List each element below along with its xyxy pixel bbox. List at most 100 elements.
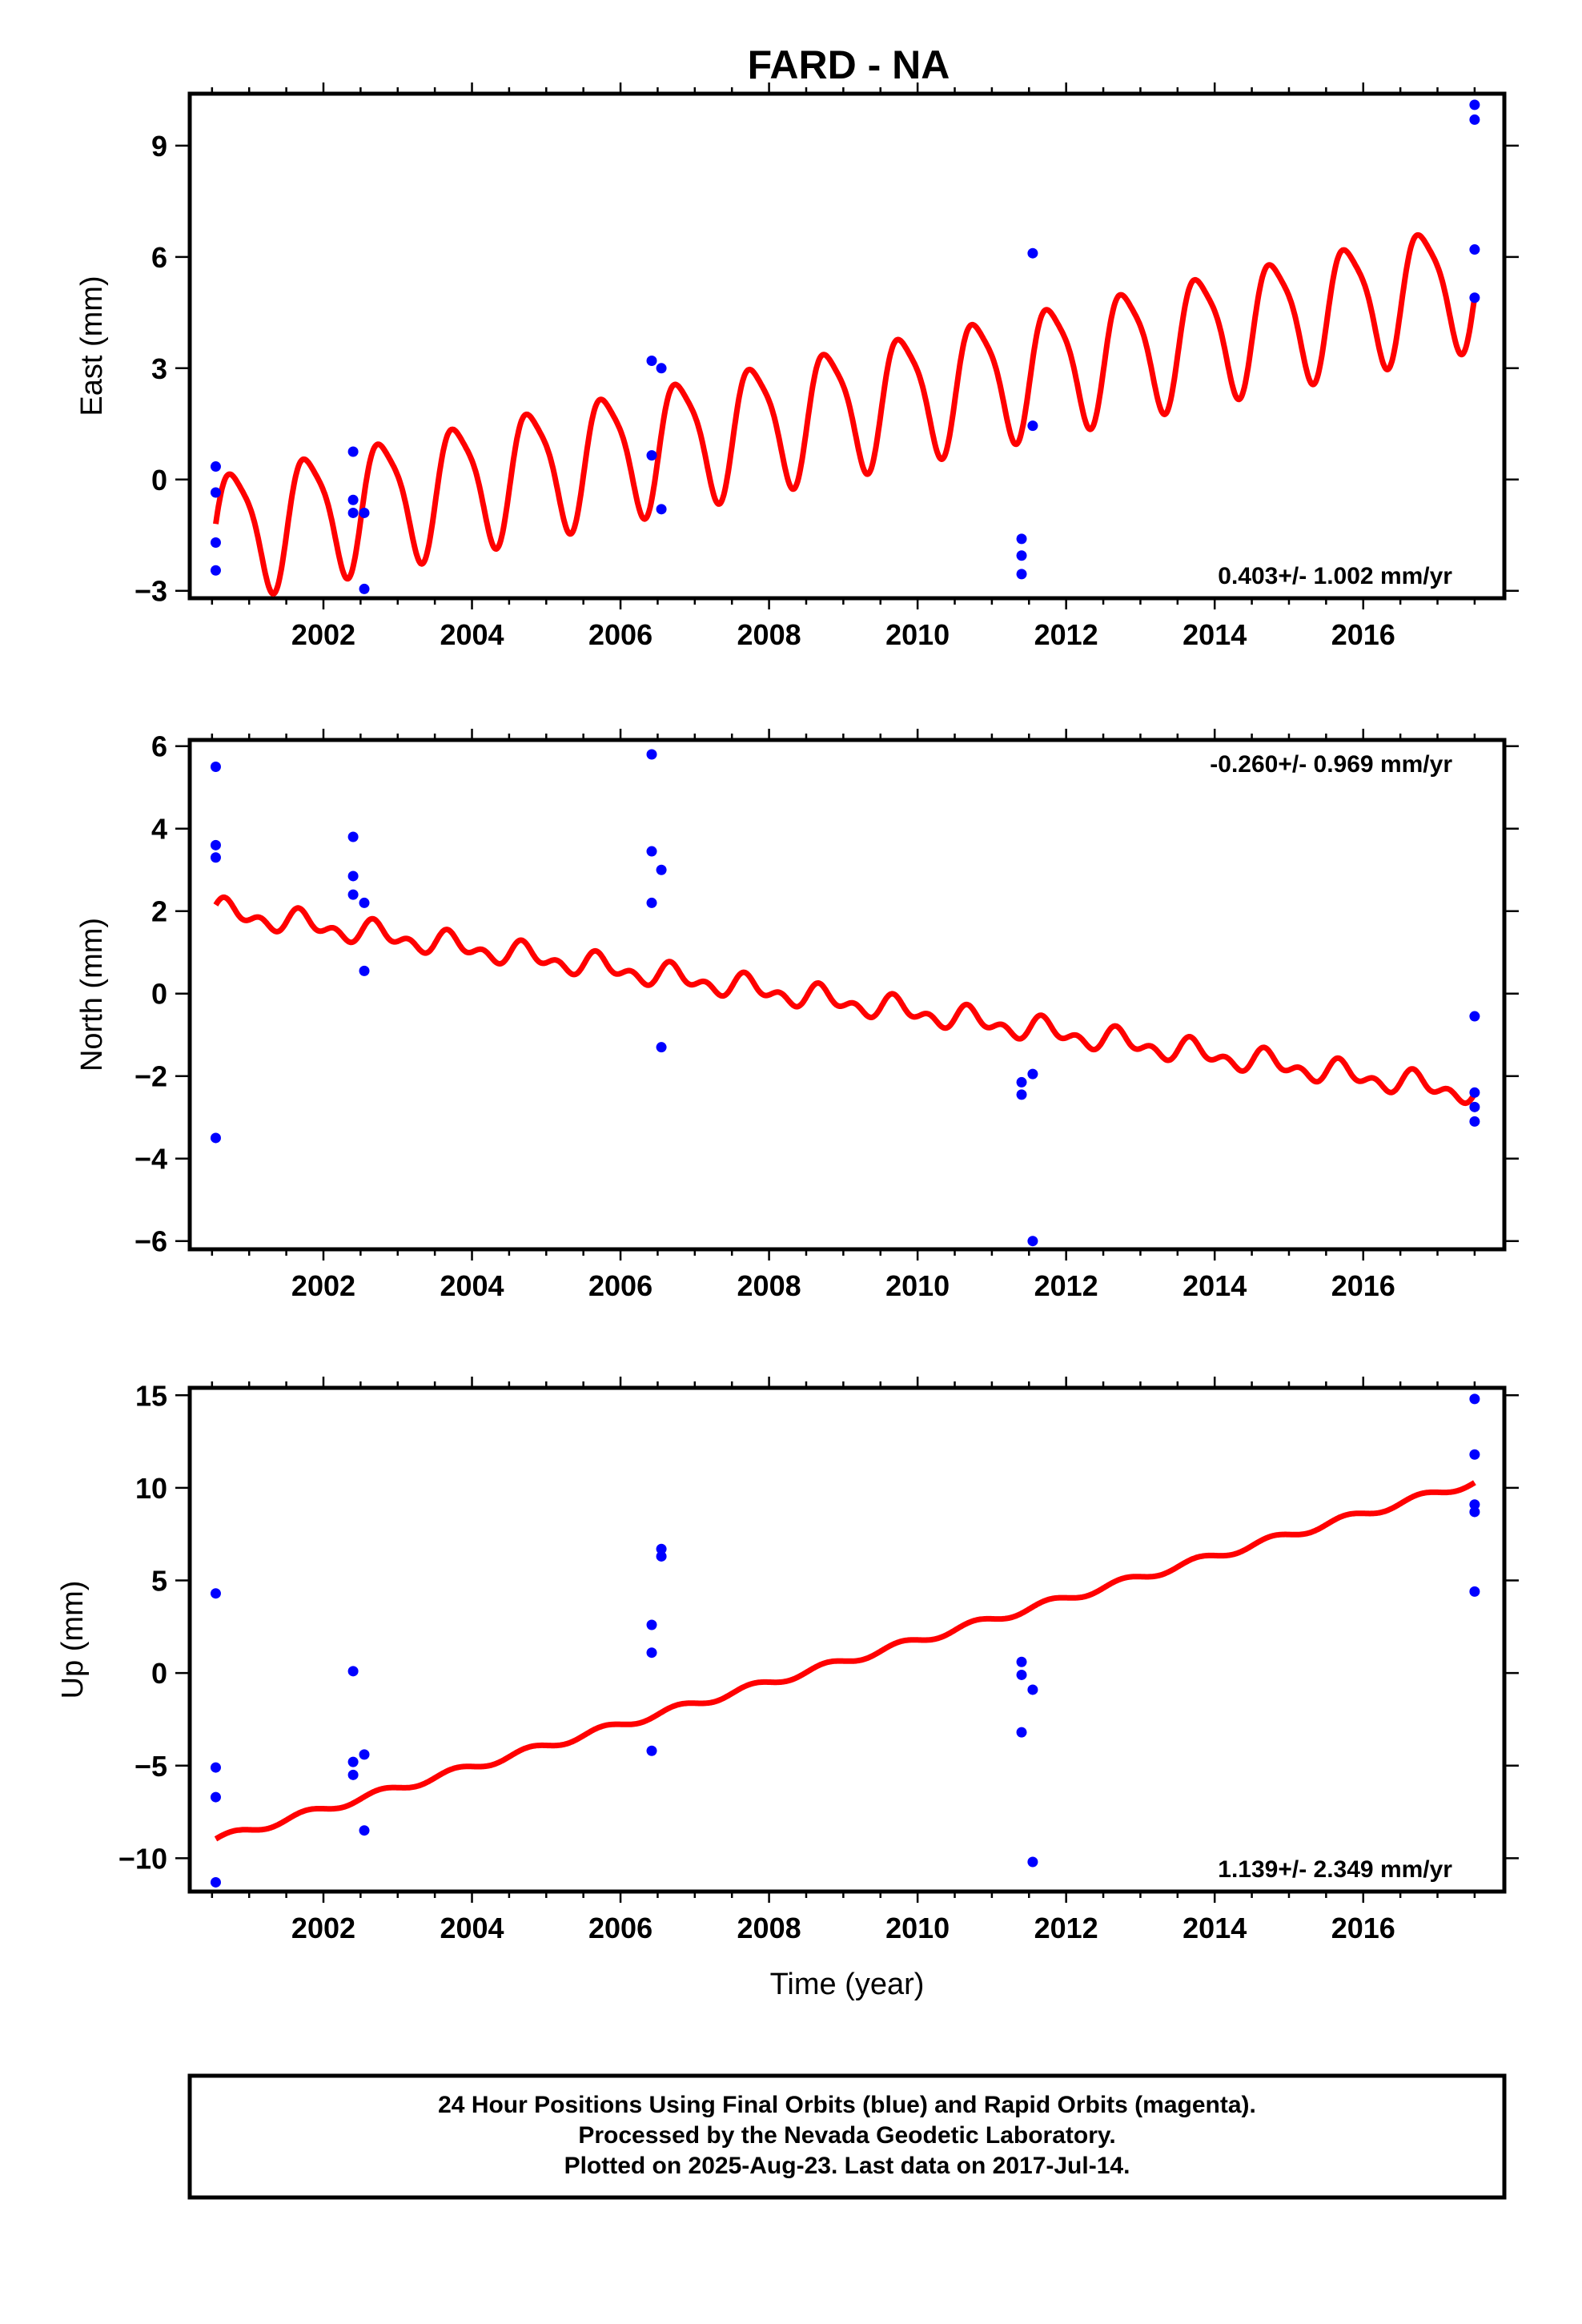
x-tick-label: 2002: [291, 1912, 355, 1944]
data-point: [1016, 1669, 1027, 1680]
data-point: [646, 356, 657, 367]
x-tick-label: 2016: [1331, 1912, 1395, 1944]
y-tick-label: 2: [151, 895, 167, 928]
data-point: [1027, 420, 1038, 432]
y-tick-label: −4: [135, 1143, 167, 1176]
data-point: [347, 1769, 359, 1780]
data-point: [347, 446, 359, 457]
data-point: [646, 846, 657, 857]
x-axis-label: Time (year): [770, 1968, 925, 2001]
data-point: [210, 1132, 221, 1144]
data-point: [1469, 114, 1480, 125]
data-point: [646, 749, 657, 760]
data-point: [1469, 292, 1480, 304]
data-point: [1016, 1656, 1027, 1667]
y-axis-label: North (mm): [75, 918, 109, 1072]
data-point: [359, 965, 370, 976]
data-point: [646, 1619, 657, 1630]
model-fit-line: [214, 1480, 1477, 1842]
x-tick-label: 2008: [737, 1269, 801, 1302]
x-tick-label: 2016: [1331, 1269, 1395, 1302]
data-point: [656, 864, 667, 875]
y-axis-label: Up (mm): [56, 1581, 90, 1699]
data-point: [646, 1647, 657, 1659]
data-point: [1469, 1393, 1480, 1405]
data-point: [359, 1825, 370, 1836]
x-tick-label: 2002: [291, 618, 355, 651]
data-point: [656, 1550, 667, 1562]
data-point: [347, 507, 359, 518]
data-point: [359, 1749, 370, 1760]
data-point: [210, 537, 221, 549]
data-point: [1016, 1727, 1027, 1738]
y-tick-label: 4: [151, 813, 167, 846]
x-tick-label: 2012: [1034, 1912, 1098, 1944]
data-point: [656, 1042, 667, 1053]
x-tick-label: 2010: [885, 1912, 950, 1944]
x-tick-label: 2006: [588, 618, 652, 651]
data-point: [646, 450, 657, 461]
up-panel: 2002 2004 2006 2008 2010 2012 2014 2016 −10 −5 0 5 1…: [56, 1377, 1519, 1944]
footer-box: [187, 2073, 1507, 2200]
x-tick-label: 2004: [440, 1269, 504, 1302]
north-panel: 2002 2004 2006 2008 2010 2012 2014 2016 −6 −4 −2 0 2…: [75, 729, 1519, 1302]
y-tick-label: −3: [135, 575, 167, 608]
x-tick-label: 2004: [440, 618, 504, 651]
y-tick-label: −6: [135, 1225, 167, 1258]
data-point: [347, 870, 359, 882]
footer-line-1: 24 Hour Positions Using Final Orbits (bl…: [438, 2092, 1256, 2118]
y-tick-label: 0: [151, 464, 167, 497]
y-tick-label: 9: [151, 130, 167, 163]
data-point: [210, 1588, 221, 1599]
data-point: [1469, 1499, 1480, 1510]
chart-title: FARD - NA: [748, 42, 950, 87]
model-fit-line: [213, 894, 1477, 1107]
y-tick-label: 15: [135, 1379, 167, 1412]
data-point: [646, 897, 657, 908]
data-point: [210, 1762, 221, 1773]
data-point: [656, 1543, 667, 1554]
data-point: [1016, 1089, 1027, 1100]
data-point: [347, 1756, 359, 1767]
data-point: [646, 1745, 657, 1756]
x-tick-label: 2014: [1182, 618, 1247, 651]
y-tick-label: 0: [151, 1657, 167, 1690]
plot-frame: [187, 1385, 1507, 1894]
x-tick-label: 2012: [1034, 1269, 1098, 1302]
y-tick-label: −2: [135, 1060, 167, 1093]
data-point: [1016, 533, 1027, 545]
data-point: [1027, 1068, 1038, 1080]
y-tick-label: 5: [151, 1565, 167, 1598]
data-point: [1469, 1087, 1480, 1098]
x-tick-label: 2008: [737, 1912, 801, 1944]
data-point: [1016, 550, 1027, 561]
y-tick-label: −5: [135, 1750, 167, 1783]
data-point: [347, 1666, 359, 1677]
x-tick-label: 2016: [1331, 618, 1395, 651]
x-tick-label: 2014: [1182, 1269, 1247, 1302]
footer-line-2: Processed by the Nevada Geodetic Laborat…: [578, 2122, 1115, 2149]
plot-frame: [187, 738, 1507, 1252]
data-point: [1469, 1586, 1480, 1597]
x-tick-label: 2002: [291, 1269, 355, 1302]
data-point: [210, 461, 221, 472]
x-tick-label: 2006: [588, 1912, 652, 1944]
y-tick-label: 6: [151, 241, 167, 274]
data-point: [1016, 569, 1027, 580]
data-point: [656, 504, 667, 515]
data-point: [210, 487, 221, 498]
data-point: [1469, 244, 1480, 255]
x-tick-label: 2008: [737, 618, 801, 651]
data-point: [1469, 99, 1480, 111]
data-point: [210, 1791, 221, 1803]
data-point: [210, 761, 221, 772]
velocity-label: 1.139+/- 2.349 mm/yr: [1218, 1856, 1452, 1883]
data-point: [656, 363, 667, 374]
data-point: [1027, 1236, 1038, 1247]
data-point: [1027, 1856, 1038, 1868]
data-point: [1469, 1506, 1480, 1518]
data-point: [210, 1876, 221, 1888]
data-point: [1469, 1101, 1480, 1112]
x-tick-label: 2012: [1034, 618, 1098, 651]
